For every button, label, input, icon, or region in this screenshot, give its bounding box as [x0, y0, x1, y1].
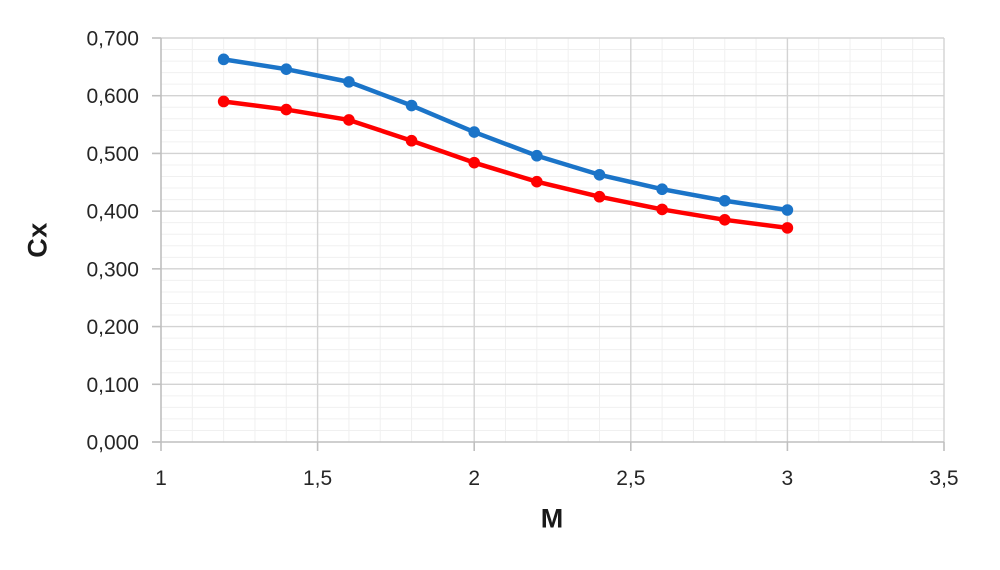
data-point-marker-upper-curve-blue [656, 183, 668, 196]
y-tick-label: 0,000 [86, 432, 139, 455]
data-point-marker-upper-curve-blue [781, 204, 794, 216]
y-tick-label: 0,200 [86, 316, 139, 339]
data-point-marker-upper-curve-blue [531, 149, 543, 162]
data-point-marker-lower-curve-red [656, 203, 668, 216]
y-axis-title: Cx [22, 222, 53, 258]
x-tick-label: 1 [155, 467, 167, 490]
x-tick-label: 1,5 [303, 467, 332, 490]
x-tick-label: 2 [468, 467, 480, 490]
data-point-marker-lower-curve-red [280, 103, 293, 116]
data-point-marker-upper-curve-blue [405, 99, 418, 112]
data-point-marker-upper-curve-blue [468, 126, 481, 138]
y-tick-label: 0,700 [86, 28, 139, 51]
series-line-lower-curve-red [221, 99, 790, 231]
data-point-marker-lower-curve-red [781, 222, 794, 234]
data-point-marker-lower-curve-red [217, 95, 230, 108]
x-tick-label: 3,5 [929, 467, 958, 490]
data-point-marker-upper-curve-blue [593, 168, 606, 181]
data-point-marker-lower-curve-red [405, 134, 418, 147]
x-axis-title: M [540, 503, 564, 534]
data-point-marker-lower-curve-red [531, 175, 543, 188]
data-point-marker-lower-curve-red [593, 190, 606, 203]
y-tick-label: 0,500 [86, 143, 139, 166]
data-point-marker-lower-curve-red [468, 156, 481, 169]
data-point-marker-lower-curve-red [343, 114, 355, 126]
data-point-marker-upper-curve-blue [718, 194, 731, 207]
y-tick-label: 0,600 [86, 85, 139, 108]
data-point-marker-upper-curve-blue [217, 53, 230, 66]
data-point-marker-lower-curve-red [718, 214, 731, 226]
data-point-marker-upper-curve-blue [343, 76, 355, 88]
y-tick-label: 0,100 [86, 374, 139, 397]
y-tick-label: 0,300 [86, 258, 139, 281]
data-point-marker-upper-curve-blue [280, 63, 293, 75]
x-tick-label: 2,5 [616, 467, 645, 490]
y-tick-label: 0,400 [86, 201, 139, 224]
x-tick-label: 3 [782, 467, 794, 490]
series-line-upper-curve-blue [221, 57, 790, 213]
